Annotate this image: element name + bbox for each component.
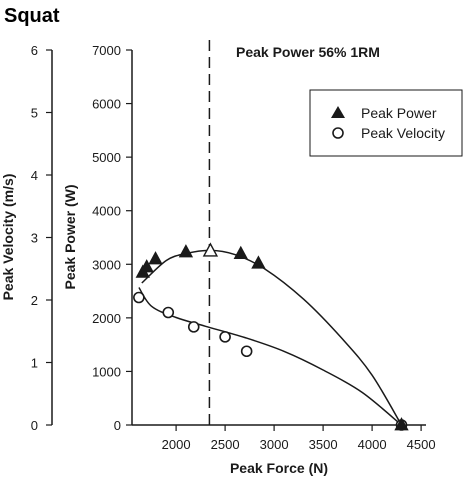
legend-box bbox=[309, 89, 463, 157]
force-tick-label: 2000 bbox=[162, 437, 191, 452]
force-tick-label: 2500 bbox=[211, 437, 240, 452]
legend-triangle-icon bbox=[331, 106, 345, 118]
velocity-tick-label: 3 bbox=[31, 231, 38, 246]
velocity-axis-label: Peak Velocity (m/s) bbox=[0, 174, 16, 301]
velocity-tick-label: 5 bbox=[31, 106, 38, 121]
peak-velocity-point bbox=[219, 331, 231, 343]
velocity-axis: 0 1 2 3 4 5 6 Peak Velocity (m/s) bbox=[0, 43, 53, 433]
legend-label-peak-velocity: Peak Velocity bbox=[361, 125, 445, 141]
power-tick-label: 2000 bbox=[92, 311, 121, 326]
peak-power-point bbox=[178, 244, 194, 258]
peak-velocity-point bbox=[133, 291, 145, 304]
legend-label-peak-power: Peak Power bbox=[361, 105, 437, 121]
velocity-tick-label: 6 bbox=[31, 43, 38, 58]
peak-velocity-fit-curve bbox=[138, 287, 402, 426]
peak-power-annotation: Peak Power 56% 1RM bbox=[236, 44, 380, 60]
velocity-tick-label: 1 bbox=[31, 356, 38, 371]
power-tick-label: 6000 bbox=[92, 97, 121, 112]
fit-curves bbox=[138, 249, 403, 426]
velocity-axis-ticks: 0 1 2 3 4 5 6 bbox=[31, 43, 52, 433]
peak-power-point bbox=[251, 255, 266, 269]
peak-power-point bbox=[202, 242, 219, 257]
force-axis-label: Peak Force (N) bbox=[230, 460, 328, 476]
data-markers bbox=[133, 242, 409, 431]
force-tick-label: 4000 bbox=[358, 437, 387, 452]
peak-power-point bbox=[233, 245, 248, 259]
force-tick-label: 4500 bbox=[407, 437, 436, 452]
velocity-tick-label: 2 bbox=[31, 293, 38, 308]
velocity-tick-label: 4 bbox=[31, 168, 38, 183]
peak-velocity-point bbox=[240, 345, 253, 358]
power-tick-label: 3000 bbox=[92, 257, 121, 272]
power-axis-ticks: 0 1000 2000 3000 4000 5000 6000 7000 bbox=[92, 43, 132, 433]
force-axis: 2000 2500 3000 3500 4000 4500 Peak Force (N) bbox=[132, 424, 436, 476]
force-axis-ticks: 2000 2500 3000 3500 4000 4500 bbox=[162, 425, 436, 452]
power-axis-label: Peak Power (W) bbox=[62, 184, 78, 289]
power-tick-label: 0 bbox=[114, 418, 121, 433]
peak-velocity-point bbox=[162, 306, 175, 319]
peak-power-point bbox=[139, 259, 154, 273]
force-tick-label: 3000 bbox=[260, 437, 289, 452]
peak-power-point bbox=[394, 417, 409, 431]
legend: Peak Power Peak Velocity bbox=[309, 89, 463, 157]
power-axis: 0 1000 2000 3000 4000 5000 6000 7000 Peak Power… bbox=[62, 43, 133, 433]
legend-circle-icon bbox=[332, 127, 344, 139]
force-tick-label: 3500 bbox=[309, 437, 338, 452]
velocity-tick-label: 0 bbox=[31, 418, 38, 433]
peak-power-fit-curve bbox=[141, 249, 403, 426]
power-tick-label: 4000 bbox=[92, 204, 121, 219]
power-tick-label: 7000 bbox=[92, 43, 121, 58]
peak-velocity-point bbox=[187, 321, 200, 333]
chart-title: Squat bbox=[4, 5, 60, 27]
power-tick-label: 1000 bbox=[92, 364, 121, 379]
power-tick-label: 5000 bbox=[92, 150, 121, 165]
peak-power-point bbox=[148, 251, 163, 265]
